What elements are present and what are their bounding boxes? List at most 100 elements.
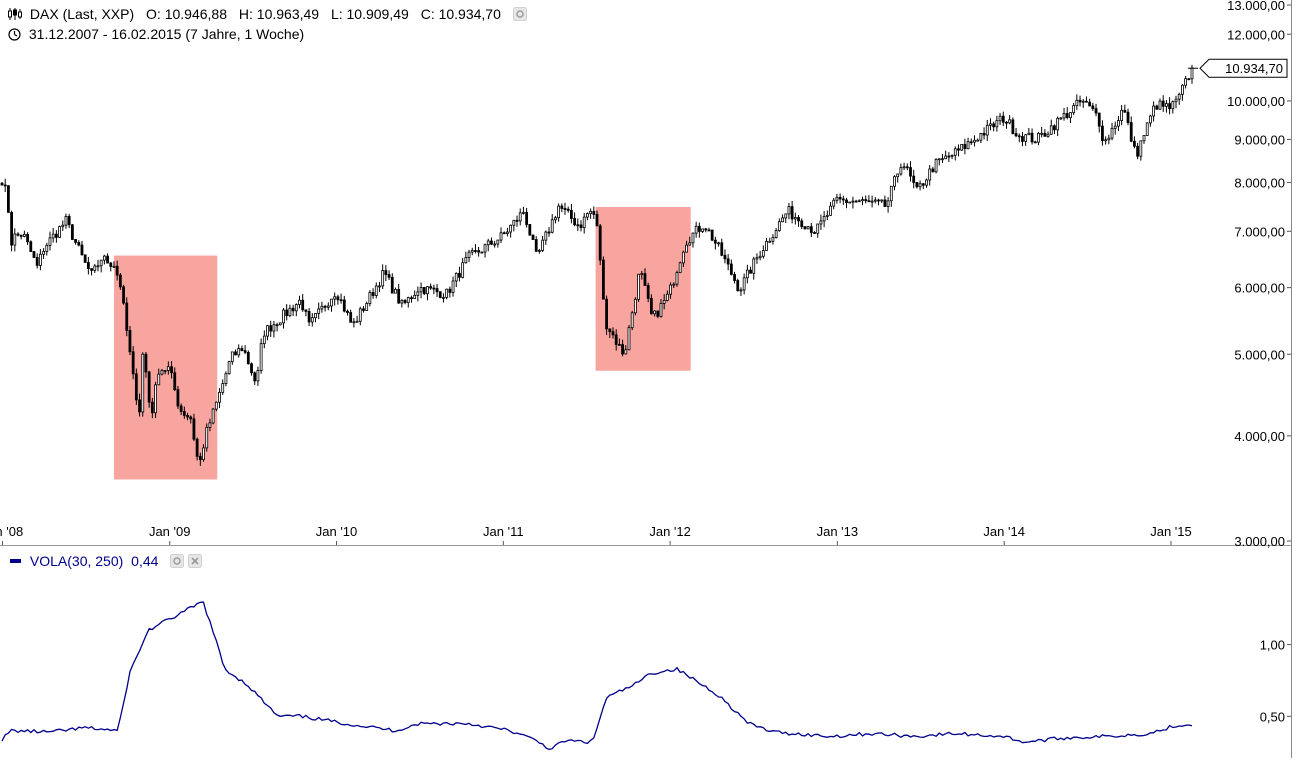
candle-body [1094, 108, 1098, 114]
candle [528, 224, 532, 236]
candle-body [832, 199, 836, 207]
candle-body [710, 229, 714, 241]
candle [70, 224, 74, 240]
candle-body [461, 262, 465, 278]
candle-body [445, 288, 449, 298]
candle [182, 406, 186, 419]
candle-body [582, 216, 586, 229]
candle [781, 214, 784, 223]
candle-body [266, 325, 269, 337]
candle [534, 236, 538, 253]
candle [1011, 117, 1015, 135]
highlight-layer [113, 207, 691, 480]
candle-body [902, 166, 906, 169]
candle-body [170, 366, 173, 374]
candle-body [598, 225, 602, 261]
price-tick-label: 6.000,00 [1234, 281, 1285, 296]
candle-body [765, 240, 768, 251]
candle-body [77, 241, 81, 246]
candle-body [659, 303, 663, 317]
candle-body [278, 322, 282, 326]
candle-body [262, 335, 266, 345]
candle-body [1174, 98, 1178, 103]
candle-body [947, 155, 951, 158]
candle-body [835, 196, 839, 201]
candle [1040, 126, 1044, 138]
last-price-label: 10.934,70 [1225, 61, 1283, 76]
candle [1161, 95, 1165, 112]
candle [633, 297, 637, 316]
candle-body [301, 299, 305, 311]
candle [266, 324, 269, 341]
candle-body [310, 317, 314, 323]
candle-body [112, 265, 116, 268]
indicator-settings-icon[interactable] [170, 554, 185, 568]
candle [99, 259, 103, 273]
candle-body [173, 372, 177, 391]
candle [67, 213, 71, 229]
candle-body [218, 391, 221, 403]
price-tick-label: 13.000,00 [1227, 0, 1285, 13]
candle [470, 247, 474, 256]
candle-body [470, 250, 474, 253]
candle [278, 322, 282, 326]
candle [640, 270, 644, 280]
candle-body [330, 298, 333, 307]
candle-body [208, 422, 212, 428]
candle-body [637, 273, 640, 300]
period-header: 31.12.2007 - 16.02.2015 (7 Jahre, 1 Woch… [8, 26, 312, 42]
candle [1136, 142, 1140, 160]
candle-body [1021, 136, 1024, 142]
candle-body [915, 182, 919, 188]
candle [246, 350, 250, 365]
candle [451, 276, 455, 297]
candle-body [960, 143, 964, 151]
candle-body [736, 280, 740, 292]
candle [38, 249, 42, 271]
candle [1017, 133, 1021, 143]
candle-body [771, 237, 775, 242]
candle-body [54, 233, 58, 238]
candle [115, 260, 119, 281]
candle-body [573, 218, 577, 226]
candle-body [1120, 109, 1124, 121]
candle-body [880, 199, 884, 202]
candle [880, 199, 884, 203]
candle-body [1059, 117, 1063, 120]
candle [681, 250, 685, 267]
candle [669, 282, 672, 299]
indicator-close-icon[interactable] [188, 554, 203, 568]
candle [1123, 104, 1127, 113]
candle [362, 306, 365, 313]
candle [563, 202, 567, 215]
candle-body [877, 199, 880, 202]
candle-body [1165, 103, 1168, 107]
candle [848, 201, 852, 204]
candle [544, 230, 548, 245]
candle-body [448, 288, 452, 293]
candle [611, 327, 615, 339]
candle [3, 178, 7, 193]
candle [1072, 102, 1076, 116]
candle-body [250, 363, 253, 374]
candle [835, 193, 839, 204]
candle [147, 370, 151, 408]
candle-body [621, 344, 624, 355]
candle-body [611, 331, 615, 336]
axis-labels: 3.000,00 4.000,00 5.000,00 6.000,00 7.000,00… [0, 0, 1288, 724]
candle-body [1158, 100, 1162, 110]
candle [307, 308, 311, 327]
candle [646, 282, 650, 303]
candle-body [1107, 137, 1111, 141]
candle [918, 180, 922, 191]
candle-body [566, 208, 570, 211]
candle-body [90, 268, 93, 271]
candle [928, 165, 932, 186]
price-tick-label: 9.000,00 [1234, 132, 1285, 147]
candle-body [800, 220, 804, 228]
candle [950, 154, 954, 160]
candle-body [1040, 132, 1044, 135]
candle [1101, 120, 1104, 146]
settings-icon[interactable] [512, 7, 527, 21]
